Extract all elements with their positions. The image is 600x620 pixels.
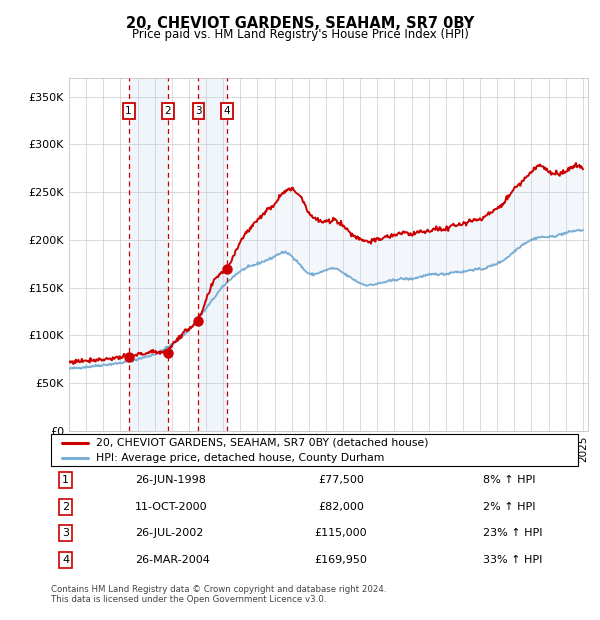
Text: 4: 4 bbox=[224, 106, 230, 116]
Text: 3: 3 bbox=[195, 106, 202, 116]
Text: This data is licensed under the Open Government Licence v3.0.: This data is licensed under the Open Gov… bbox=[51, 595, 326, 604]
Bar bbox=[199, 78, 227, 431]
Text: 1: 1 bbox=[125, 106, 132, 116]
Text: 26-MAR-2004: 26-MAR-2004 bbox=[135, 555, 210, 565]
Text: Price paid vs. HM Land Registry's House Price Index (HPI): Price paid vs. HM Land Registry's House … bbox=[131, 28, 469, 41]
Text: 2: 2 bbox=[62, 502, 70, 512]
Text: 26-JUL-2002: 26-JUL-2002 bbox=[135, 528, 203, 538]
Text: £115,000: £115,000 bbox=[314, 528, 367, 538]
Text: 20, CHEVIOT GARDENS, SEAHAM, SR7 0BY (detached house): 20, CHEVIOT GARDENS, SEAHAM, SR7 0BY (de… bbox=[96, 438, 428, 448]
Text: £169,950: £169,950 bbox=[314, 555, 367, 565]
Bar bbox=[128, 78, 168, 431]
Text: HPI: Average price, detached house, County Durham: HPI: Average price, detached house, Coun… bbox=[96, 453, 384, 463]
Text: 4: 4 bbox=[62, 555, 70, 565]
Text: Contains HM Land Registry data © Crown copyright and database right 2024.: Contains HM Land Registry data © Crown c… bbox=[51, 585, 386, 594]
Text: 1: 1 bbox=[62, 475, 69, 485]
Text: 11-OCT-2000: 11-OCT-2000 bbox=[135, 502, 208, 512]
Text: 8% ↑ HPI: 8% ↑ HPI bbox=[483, 475, 535, 485]
Text: 2: 2 bbox=[164, 106, 172, 116]
Text: 33% ↑ HPI: 33% ↑ HPI bbox=[483, 555, 542, 565]
Text: 26-JUN-1998: 26-JUN-1998 bbox=[135, 475, 206, 485]
Text: 3: 3 bbox=[62, 528, 69, 538]
Text: £77,500: £77,500 bbox=[318, 475, 364, 485]
Text: £82,000: £82,000 bbox=[318, 502, 364, 512]
Text: 2% ↑ HPI: 2% ↑ HPI bbox=[483, 502, 535, 512]
Text: 23% ↑ HPI: 23% ↑ HPI bbox=[483, 528, 542, 538]
Text: 20, CHEVIOT GARDENS, SEAHAM, SR7 0BY: 20, CHEVIOT GARDENS, SEAHAM, SR7 0BY bbox=[126, 16, 474, 30]
